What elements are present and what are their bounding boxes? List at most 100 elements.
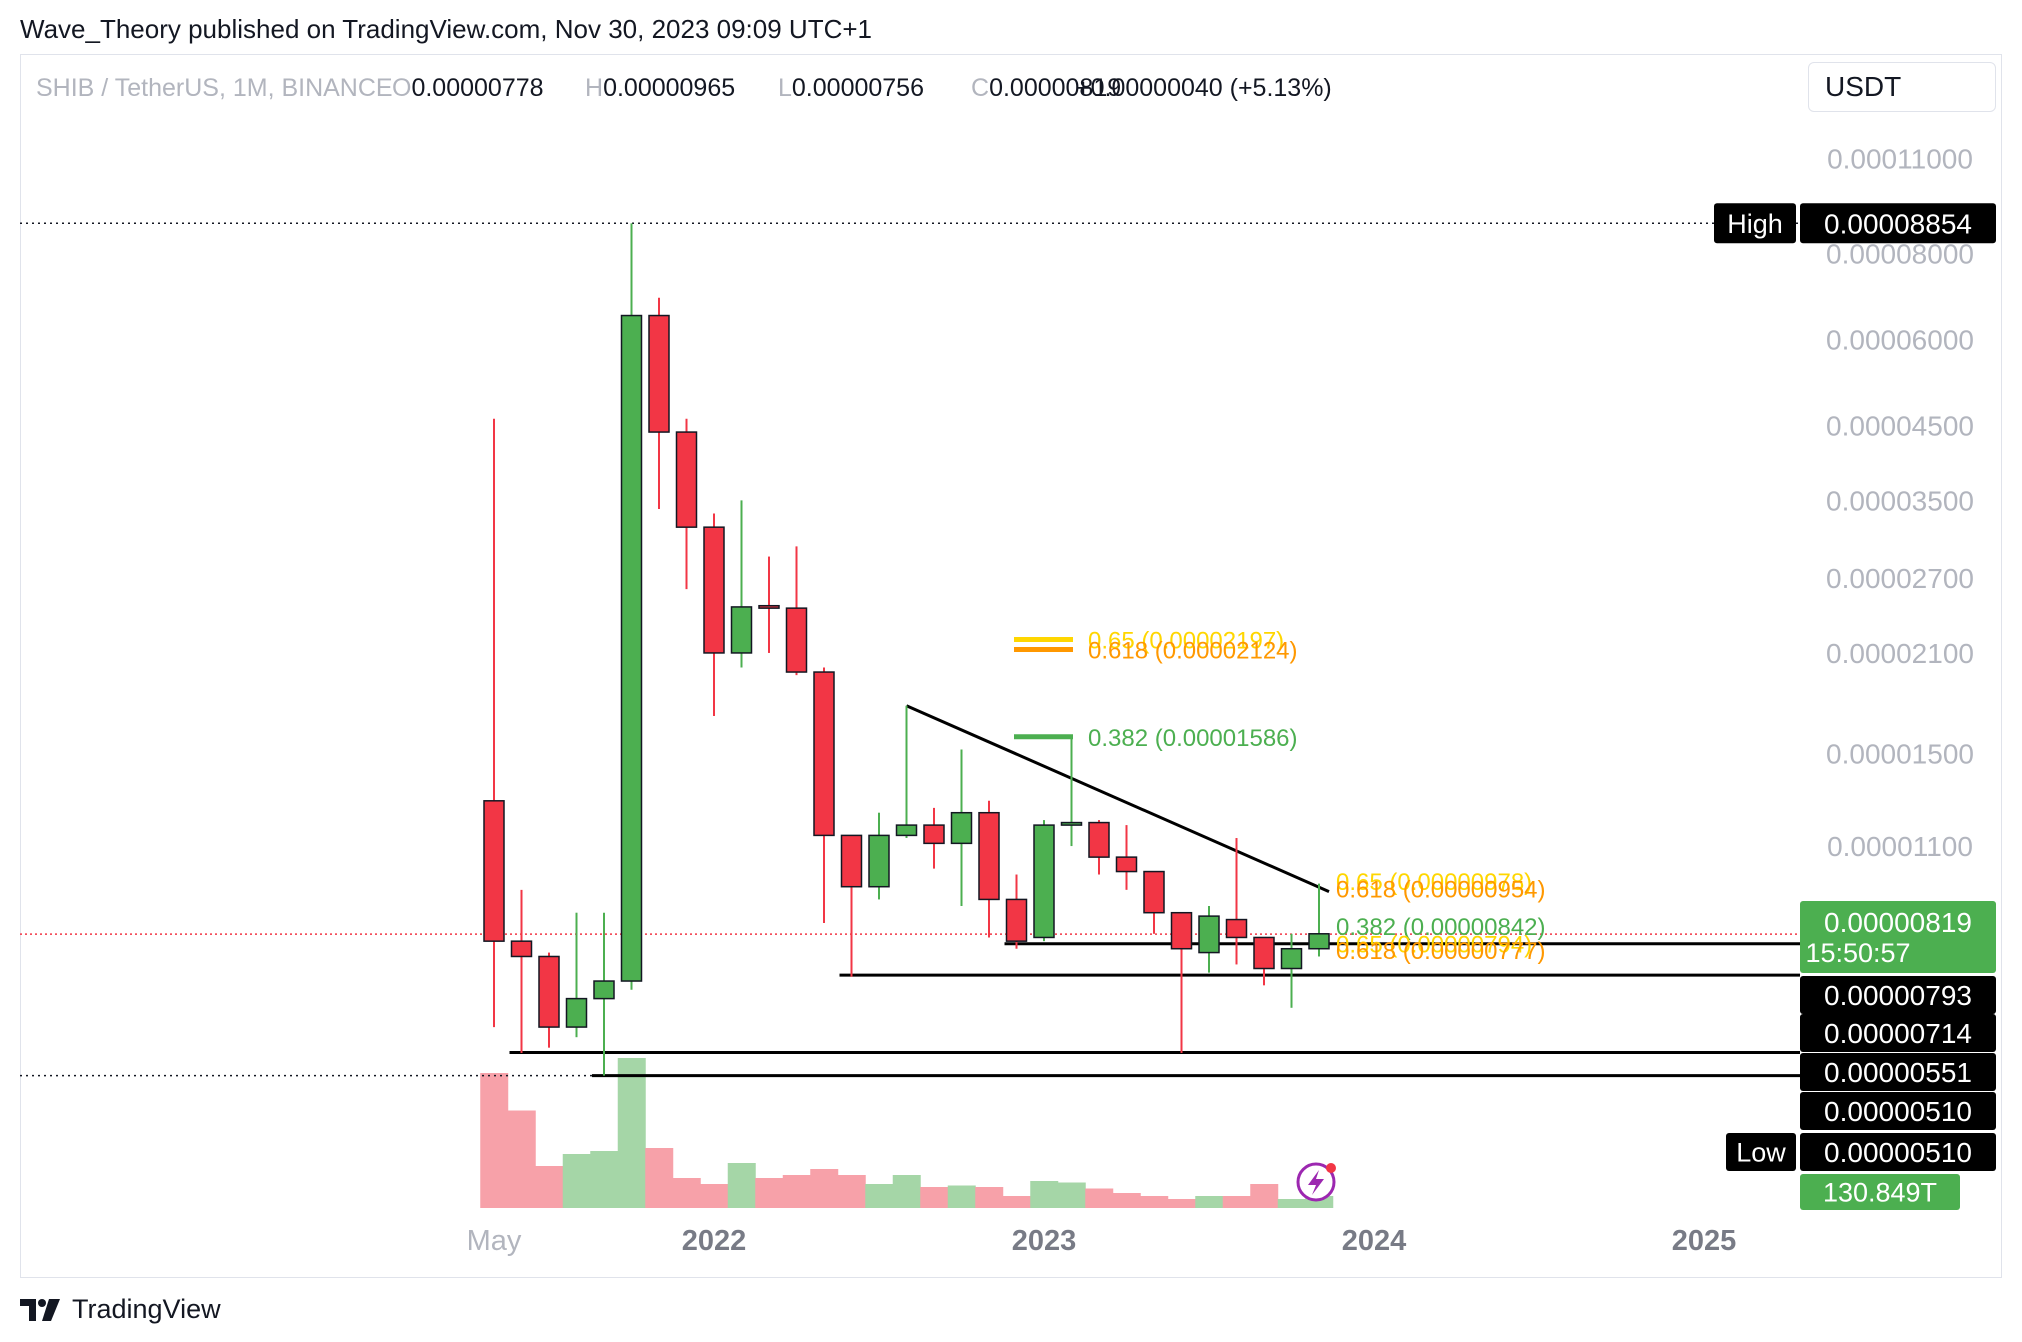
symbol-label: SHIB / TetherUS, 1M, BINANCE (36, 74, 393, 102)
volume-bar (562, 1154, 591, 1208)
x-tick-label: 2023 (1012, 1225, 1077, 1257)
fib-label: 0.618 (0.00002124) (1088, 638, 1298, 665)
candle-body (978, 811, 1000, 901)
candle-body (1198, 915, 1220, 954)
candle-body (483, 800, 505, 942)
candles-layer (483, 223, 1330, 1076)
volume-bar (1250, 1184, 1279, 1208)
high-tag-bg (1714, 203, 1796, 244)
high-value: 0.00008854 (1824, 208, 1972, 239)
volume-bar (535, 1166, 564, 1208)
volume-bar (590, 1151, 619, 1208)
candle-body (593, 980, 615, 1000)
high-tag: High (1727, 209, 1783, 239)
candle-body (758, 604, 780, 609)
countdown: 15:50:57 (1805, 938, 1910, 968)
candle-body (923, 824, 945, 845)
candle-body (1143, 870, 1165, 914)
volume-bar (755, 1178, 784, 1208)
volume-bar (1195, 1196, 1224, 1208)
volume-histogram (480, 1058, 1334, 1208)
candle-body (648, 314, 670, 433)
level-value-bg (1800, 1092, 1996, 1130)
y-tick-label: 0.00003500 (1826, 485, 1974, 516)
ohlc-legend: SHIB / TetherUS, 1M, BINANCE O0.00000778… (36, 74, 1332, 102)
level-value-bg (1800, 1053, 1996, 1091)
volume-bar (865, 1184, 894, 1208)
fib-label: 0.65 (0.00000794) (1336, 931, 1532, 958)
candle-body (950, 811, 973, 845)
volume-bar (782, 1175, 811, 1208)
volume-bar (480, 1073, 509, 1208)
candle-body (703, 526, 725, 654)
candle-body (1115, 856, 1138, 873)
fib-label: 0.618 (0.00000777) (1336, 938, 1546, 965)
y-tick-label: 0.00001100 (1827, 831, 1973, 862)
volume-bar (1167, 1199, 1196, 1208)
fib-layer: 0.65 (0.00002197)0.618 (0.00002124) 0.382… (1014, 627, 1546, 1202)
high-value-bg (1800, 203, 1996, 244)
level-value: 0.00000714 (1824, 1018, 1972, 1049)
fib-label: 0.65 (0.00000978) (1336, 869, 1532, 896)
level-value-bg (1800, 976, 1996, 1014)
last-price-value: 0.00000819 (1824, 907, 1972, 938)
trendline (905, 704, 1330, 893)
candle-body (895, 824, 918, 837)
volume-bar (1057, 1182, 1086, 1208)
candle-body (1253, 936, 1275, 970)
volume-bar (975, 1187, 1004, 1208)
currency-selector[interactable]: USDT (1808, 62, 1996, 112)
low-tag: Low (1736, 1138, 1786, 1168)
volume-bar (1277, 1199, 1306, 1208)
candle-body (840, 834, 863, 888)
low-tag-bg (1726, 1133, 1796, 1171)
fib-label: 0.65 (0.00002197) (1088, 627, 1284, 654)
volume-bar (1085, 1188, 1114, 1208)
fib-label: 0.618 (0.00000954) (1336, 877, 1546, 904)
volume-bar (645, 1148, 674, 1208)
candle-body (1005, 898, 1028, 942)
y-tick-label: 0.00002100 (1826, 638, 1974, 669)
fib-label: 0.382 (0.00001586) (1088, 725, 1298, 752)
low-value: 0.00000510 (1824, 1137, 1972, 1168)
y-tick-label: 0.00008000 (1826, 239, 1974, 270)
candle-body (510, 940, 533, 958)
level-value: 0.00000793 (1824, 980, 1972, 1011)
candle-body (620, 314, 643, 982)
candle-body (1060, 821, 1083, 826)
volume-bar (1030, 1181, 1059, 1208)
volume-bar (617, 1058, 646, 1208)
publisher-line: Wave_Theory published on TradingView.com… (20, 14, 872, 44)
volume-bar (810, 1169, 839, 1208)
x-tick-label: 2022 (682, 1225, 747, 1257)
lightning-icon (1296, 1162, 1336, 1202)
y-tick-label: 0.00006000 (1826, 324, 1974, 355)
volume-bar (947, 1185, 976, 1208)
volume-value: 130.849T (1823, 1178, 1937, 1208)
candle-body (1225, 918, 1248, 939)
y-tick-label: 0.00004500 (1826, 410, 1974, 441)
y-tick-label: 0.00001500 (1826, 738, 1974, 769)
volume-bar (1222, 1196, 1251, 1208)
footer-brand: TradingView (72, 1294, 221, 1324)
chart-frame[interactable] (20, 54, 2002, 1278)
volume-bar (700, 1184, 729, 1208)
candle-body (1033, 824, 1055, 939)
price-axis: 0.00011000 0.00008000 0.00006000 0.00004500… (467, 143, 1974, 1257)
footer[interactable]: TradingView (20, 1294, 221, 1325)
volume-bar (837, 1175, 866, 1208)
y-tick-label: 0.00002700 (1826, 563, 1974, 594)
candle-body (785, 607, 808, 673)
volume-bar (892, 1175, 921, 1208)
low-value-bg (1800, 1133, 1996, 1171)
x-tick-label: 2025 (1672, 1225, 1737, 1257)
candle-body (1280, 947, 1303, 970)
level-value: 0.00000551 (1824, 1057, 1972, 1088)
candle-body (675, 431, 698, 528)
candle-body (538, 955, 560, 1028)
volume-bar (1140, 1196, 1169, 1208)
candle-body (813, 671, 835, 837)
volume-bar (920, 1187, 949, 1208)
